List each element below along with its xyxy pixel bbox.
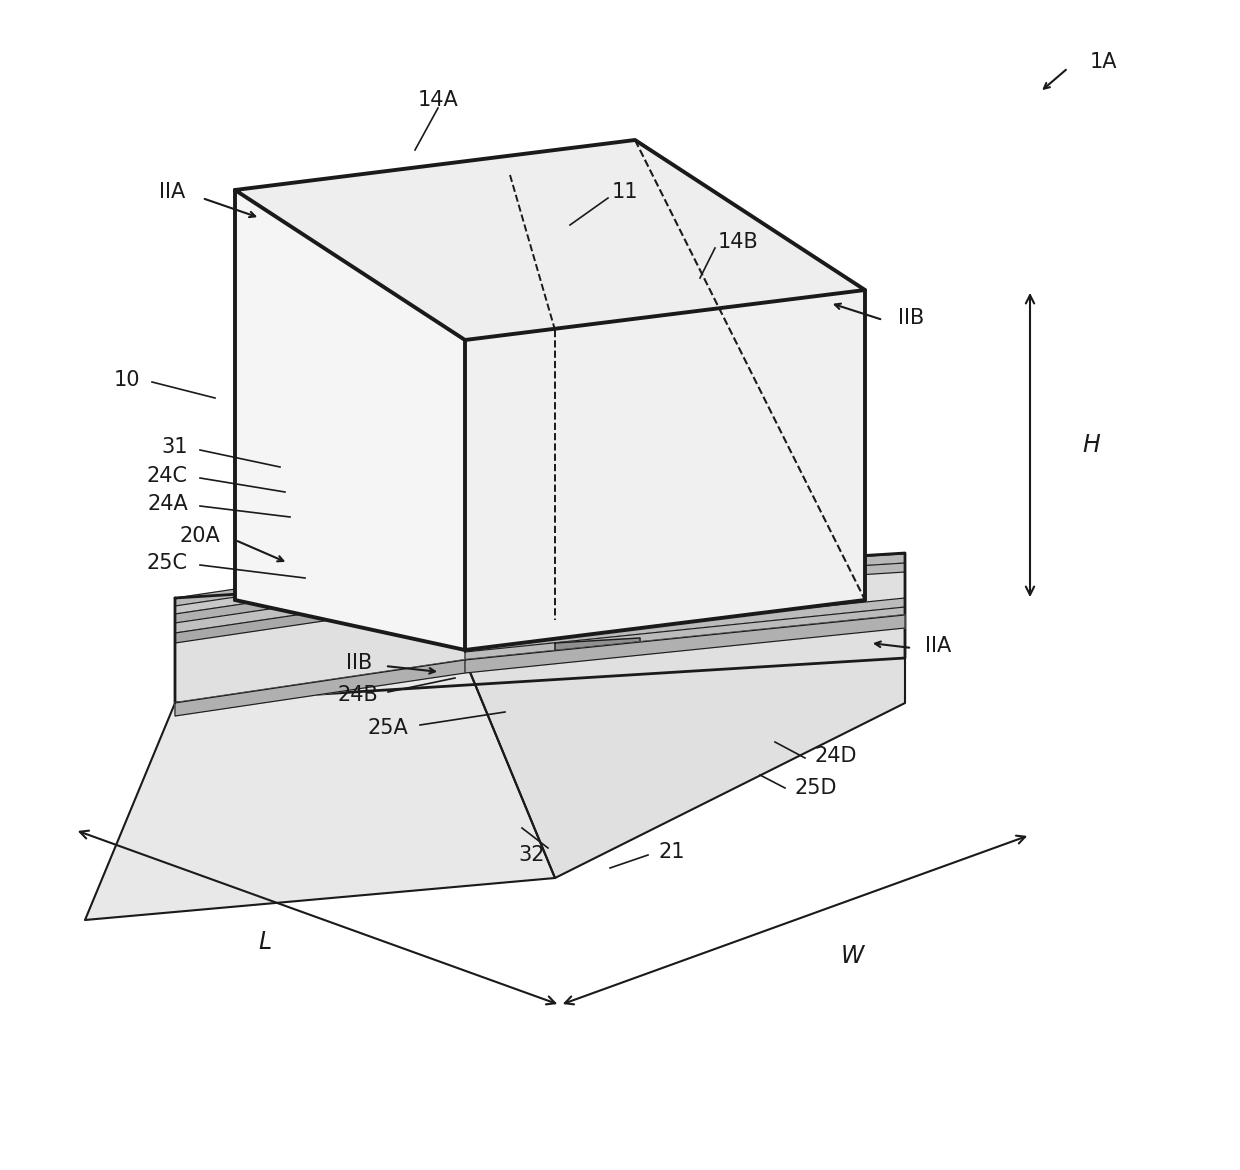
- Text: 24B: 24B: [337, 684, 378, 706]
- Text: 24A: 24A: [148, 494, 188, 514]
- Polygon shape: [175, 571, 465, 622]
- Polygon shape: [465, 615, 905, 673]
- Text: IIA: IIA: [925, 636, 951, 656]
- Text: 21: 21: [658, 842, 684, 862]
- Text: 25D: 25D: [795, 778, 837, 798]
- Text: 1A: 1A: [1090, 51, 1117, 73]
- Polygon shape: [556, 638, 640, 655]
- Text: 11: 11: [613, 183, 639, 202]
- Text: 24C: 24C: [148, 466, 188, 486]
- Polygon shape: [236, 140, 866, 340]
- Polygon shape: [236, 190, 465, 651]
- Text: 25A: 25A: [367, 718, 408, 738]
- Polygon shape: [763, 563, 905, 581]
- Text: 14B: 14B: [718, 232, 759, 252]
- Text: 24D: 24D: [815, 746, 858, 766]
- Polygon shape: [175, 660, 465, 716]
- Text: IIA: IIA: [159, 183, 185, 202]
- Polygon shape: [465, 607, 905, 662]
- Text: W: W: [841, 944, 864, 968]
- Text: 32: 32: [518, 845, 546, 865]
- Polygon shape: [86, 660, 556, 920]
- Text: IIB: IIB: [898, 308, 924, 328]
- Text: 14A: 14A: [418, 90, 459, 110]
- Text: 31: 31: [161, 438, 188, 457]
- Polygon shape: [175, 563, 465, 614]
- Text: H: H: [1083, 433, 1100, 457]
- Polygon shape: [465, 615, 905, 720]
- Polygon shape: [175, 580, 465, 633]
- Text: 10: 10: [114, 370, 140, 390]
- Polygon shape: [175, 553, 905, 703]
- Polygon shape: [290, 549, 384, 574]
- Polygon shape: [465, 615, 905, 878]
- Polygon shape: [175, 555, 465, 606]
- Text: 20A: 20A: [180, 526, 219, 546]
- Polygon shape: [465, 290, 866, 651]
- Text: 25C: 25C: [148, 553, 188, 573]
- Polygon shape: [465, 598, 905, 652]
- Text: IIB: IIB: [346, 653, 372, 673]
- Polygon shape: [175, 660, 465, 763]
- Polygon shape: [763, 555, 905, 572]
- Text: L: L: [258, 930, 272, 954]
- Polygon shape: [175, 590, 465, 644]
- Polygon shape: [465, 617, 905, 672]
